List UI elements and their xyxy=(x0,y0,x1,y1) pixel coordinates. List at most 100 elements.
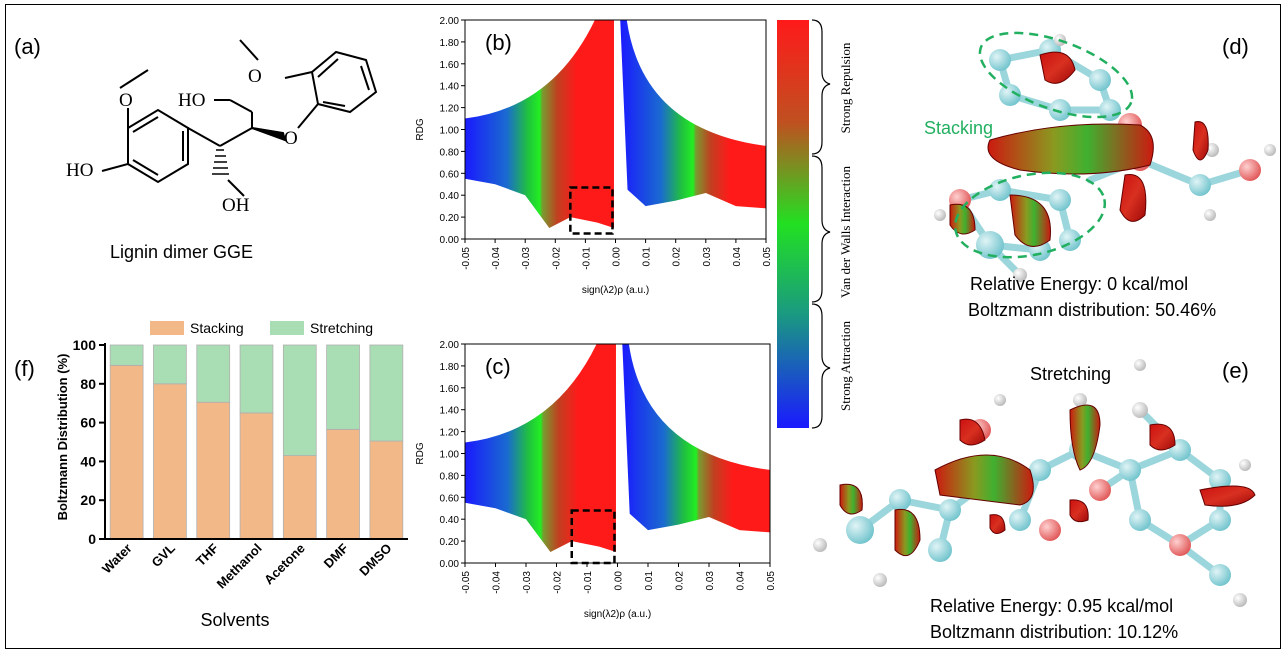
atom-o-ether: O xyxy=(284,128,298,149)
legend-swatch-stretching xyxy=(270,321,304,335)
scatter-left-wing xyxy=(465,344,616,553)
stacking-energy: Relative Energy: 0 kcal/mol xyxy=(970,274,1188,294)
bar-stacking xyxy=(369,440,404,540)
x-tick-label: 0.02 xyxy=(675,571,686,591)
y-tick-label: 1.80 xyxy=(440,362,460,373)
scatter-right-wing xyxy=(622,344,770,533)
x-tick-label: 0.00 xyxy=(612,247,623,267)
x-tick-label: 0.01 xyxy=(642,247,653,267)
bar-stretching xyxy=(153,344,187,385)
scatter-cloud xyxy=(465,344,770,553)
colorbar-label-vdw: Van der Walls Interaction xyxy=(838,166,853,298)
x-tick-label: Acetone xyxy=(261,541,308,588)
rdg-plot-c: -0.05 -0.04 -0.03 -0.02 -0.01 0.00 0.01 0.02 0.0… xyxy=(415,340,777,620)
bar-stacking xyxy=(196,401,231,540)
y-tick-label: 0 xyxy=(88,531,96,547)
brace-repulsion xyxy=(811,19,831,155)
y-tick-label: 1.40 xyxy=(440,406,460,417)
y-tick-label: 1.60 xyxy=(440,60,460,71)
stacking-title: Stacking xyxy=(924,118,993,138)
bar-stretching xyxy=(109,344,144,366)
y-tick-label: 80 xyxy=(80,376,96,392)
atom-ho-left: HO xyxy=(66,160,93,181)
bar-stretching xyxy=(239,344,274,414)
bar-stacking xyxy=(153,383,187,540)
bar-stacking xyxy=(326,428,360,540)
x-tick-label: GVL xyxy=(149,540,179,570)
stretching-energy: Relative Energy: 0.95 kcal/mol xyxy=(930,596,1173,616)
render-stacking xyxy=(934,31,1276,282)
x-tick-label: THF xyxy=(193,540,222,569)
legend-label-stacking: Stacking xyxy=(190,320,244,336)
y-tick-label: 0.80 xyxy=(440,147,460,158)
bar-stretching xyxy=(196,344,231,403)
y-tick-label: 0.20 xyxy=(440,213,460,224)
y-tick-label: 100 xyxy=(73,337,97,353)
x-tick-label: 0.00 xyxy=(614,571,625,591)
colorbar-label-repulsion: Strong Repulsion xyxy=(838,42,853,133)
y-axis-label: RDG xyxy=(415,442,426,464)
x-tick-label: -0.05 xyxy=(461,571,472,594)
panel-label: (c) xyxy=(485,354,511,379)
brace-attraction xyxy=(811,303,831,429)
x-tick-label: -0.01 xyxy=(583,571,594,594)
colorbar: Strong Repulsion Van der Walls Interacti… xyxy=(777,19,853,429)
legend-swatch-stacking xyxy=(150,321,184,335)
bar-stretching xyxy=(369,344,404,442)
molecule-structure xyxy=(101,39,378,197)
panel-label-a: (a) xyxy=(14,34,41,59)
x-tick-label: 0.05 xyxy=(762,247,773,267)
panel-label-d: (d) xyxy=(1222,34,1249,59)
x-tick-label: DMF xyxy=(321,540,352,571)
y-tick-label: 1.00 xyxy=(440,126,460,137)
x-axis-label: sign(λ2)ρ (a.u.) xyxy=(582,285,649,296)
x-tick-label: 0.03 xyxy=(702,247,713,267)
highlight-box xyxy=(570,509,616,565)
y-tick-label: 0.80 xyxy=(440,471,460,482)
y-axis-label: Boltzmann Distribution (%) xyxy=(55,354,70,521)
x-axis-label: Solvents xyxy=(200,610,269,630)
x-tick-label: 0.04 xyxy=(732,247,743,267)
y-tick-label: 0.40 xyxy=(440,191,460,202)
x-tick-label: 0.02 xyxy=(672,247,683,267)
bar-stacking xyxy=(282,455,317,540)
y-tick-label: 0.00 xyxy=(440,559,460,570)
y-tick-label: 0.60 xyxy=(440,169,460,180)
stretching-boltzmann: Boltzmann distribution: 10.12% xyxy=(930,622,1178,642)
x-tick-label: -0.01 xyxy=(581,247,592,270)
x-tick-label: -0.04 xyxy=(491,247,502,270)
y-tick-label: 0.60 xyxy=(440,493,460,504)
y-tick-label: 2.00 xyxy=(440,340,460,351)
y-tick-label: 1.40 xyxy=(440,82,460,93)
x-tick-label: -0.02 xyxy=(553,571,564,594)
y-tick-label: 0.40 xyxy=(440,515,460,526)
x-tick-label: -0.05 xyxy=(461,247,472,270)
x-tick-label: 0.03 xyxy=(705,571,716,591)
y-tick-label: 20 xyxy=(80,492,96,508)
colorbar-label-attraction: Strong Attraction xyxy=(838,321,853,411)
y-tick-label: 1.20 xyxy=(440,428,460,439)
y-tick-label: 60 xyxy=(80,415,96,431)
bar-stretching xyxy=(282,344,317,456)
x-tick-label: -0.02 xyxy=(551,247,562,270)
x-tick-label: 0.01 xyxy=(644,571,655,591)
atom-o-ome-left: O xyxy=(119,90,133,111)
y-tick-label: 0.00 xyxy=(440,235,460,246)
scatter-right-wing xyxy=(620,20,766,209)
panel-label-e: (e) xyxy=(1222,358,1249,383)
atom-o-ome-right: O xyxy=(248,66,262,87)
panel-label-f: (f) xyxy=(14,356,35,381)
figure-frame xyxy=(5,4,1281,649)
bar-stacking xyxy=(109,364,144,540)
x-tick-label: -0.03 xyxy=(522,571,533,594)
y-tick-label: 1.80 xyxy=(440,38,460,49)
rdg-plot-b: -0.05 -0.04 -0.03 -0.02 -0.01 0.00 0.01 0.02 0.0… xyxy=(415,16,773,296)
scatter-cloud xyxy=(465,20,766,229)
y-axis-label: RDG xyxy=(415,118,426,140)
stacking-boltzmann: Boltzmann distribution: 50.46% xyxy=(968,300,1216,320)
brace-vdw xyxy=(811,155,831,303)
x-axis-label: sign(λ2)ρ (a.u.) xyxy=(584,609,651,620)
x-tick-label: -0.04 xyxy=(492,571,503,594)
